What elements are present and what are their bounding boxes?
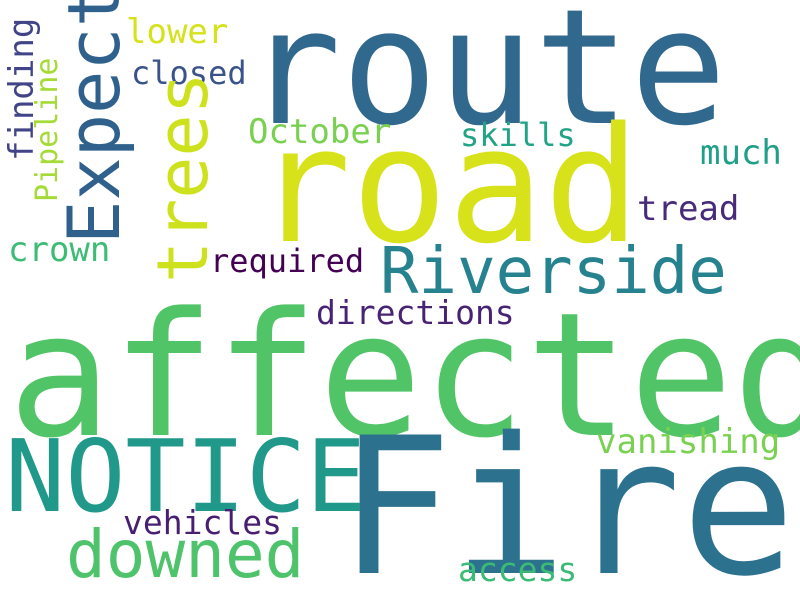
word-road: road xyxy=(255,92,641,279)
word-closed: closed xyxy=(131,54,247,92)
word-riverside: Riverside xyxy=(380,235,727,309)
word-directions: directions xyxy=(316,293,515,332)
word-trees: trees xyxy=(142,72,224,283)
word-pipeline: Pipeline xyxy=(30,57,65,203)
word-lower: lower xyxy=(126,12,229,52)
word-expect: Expect xyxy=(52,0,136,244)
word-required: required xyxy=(210,242,365,280)
word-downed: downed xyxy=(66,516,305,593)
word-vehicles: vehicles xyxy=(123,503,282,542)
word-route: route xyxy=(245,0,727,161)
word-vanishing: vanishing xyxy=(596,422,781,462)
word-notice: NOTICE xyxy=(5,418,367,535)
word-fire: Fire xyxy=(338,397,796,600)
word-affected: affected xyxy=(8,275,800,476)
word-access: access xyxy=(458,550,578,589)
word-october: October xyxy=(248,112,392,152)
word-skills: skills xyxy=(460,116,576,154)
word-much: much xyxy=(700,133,782,173)
word-tread: tread xyxy=(637,189,740,229)
word-crown: crown xyxy=(8,230,111,270)
